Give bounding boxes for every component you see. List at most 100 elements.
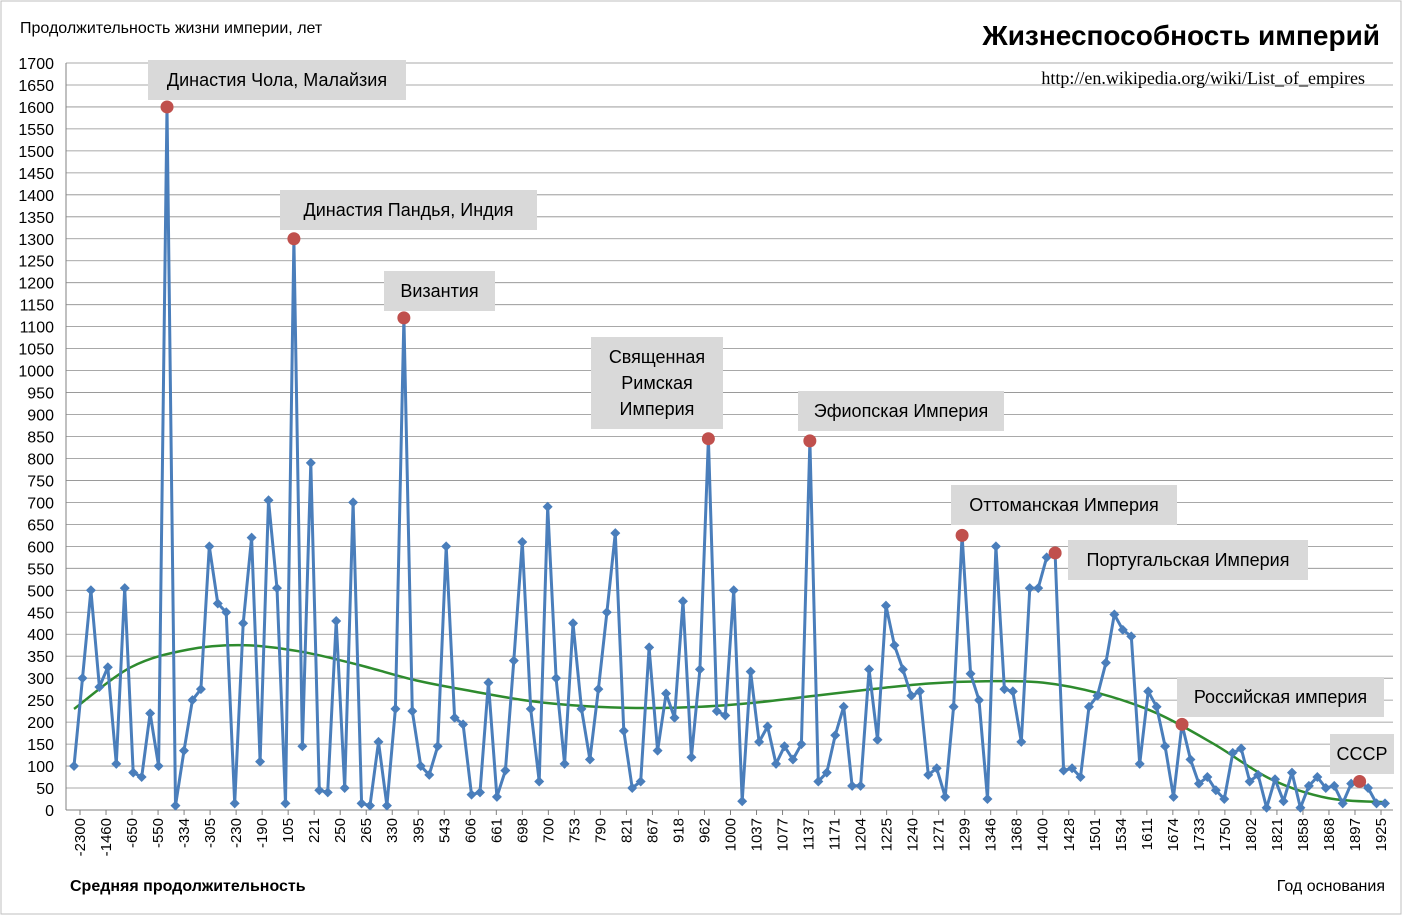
data-point (1117, 624, 1128, 635)
x-tick-label: 1204 (853, 818, 870, 851)
data-point (508, 655, 519, 666)
data-point (1244, 776, 1255, 787)
y-tick-label: 900 (27, 408, 54, 425)
x-axis-label: Год основания (1277, 878, 1385, 895)
annotation-label: Римская (621, 373, 692, 393)
data-point (872, 734, 883, 745)
highlight-point (955, 528, 969, 542)
highlight-point (397, 311, 411, 325)
data-point (906, 690, 917, 701)
y-tick-label: 500 (27, 583, 54, 600)
x-tick-label: 867 (644, 818, 661, 843)
series-line (72, 105, 1385, 810)
y-tick-label: 950 (27, 386, 54, 403)
y-tick-label: 1000 (18, 364, 54, 381)
annotation-box (280, 190, 537, 230)
data-point (305, 457, 316, 468)
data-point (178, 745, 189, 756)
data-point (111, 758, 122, 769)
annotation-label: Империя (620, 399, 695, 419)
data-point (500, 765, 511, 776)
data-point (1024, 583, 1035, 594)
y-tick-label: 150 (27, 737, 54, 754)
data-point (711, 706, 722, 717)
annotations-group: Династия Чола, Малайзия Династия Пандья, … (148, 60, 1394, 788)
data-point (1320, 783, 1331, 794)
data-point (153, 761, 164, 772)
data-point (204, 541, 215, 552)
data-point (779, 741, 790, 752)
data-point (322, 787, 333, 798)
data-point (990, 541, 1001, 552)
data-point (432, 741, 443, 752)
data-point (931, 763, 942, 774)
highlight-point (1048, 546, 1062, 560)
data-point (1286, 767, 1297, 778)
highlight-point (160, 100, 174, 114)
data-point (1007, 686, 1018, 697)
x-tick-label: -190 (254, 818, 271, 848)
data-point (686, 752, 697, 763)
y-tick-label: 650 (27, 517, 54, 534)
data-point (314, 785, 325, 796)
trend-label: Средняя продолжительность (70, 878, 306, 895)
data-point (923, 769, 934, 780)
x-tick-label: 1802 (1243, 818, 1260, 851)
data-point (669, 712, 680, 723)
x-tick-label: 265 (358, 818, 375, 843)
y-tick-label: 1600 (18, 100, 54, 117)
y-tick-label: 50 (36, 781, 54, 798)
data-point (864, 664, 875, 675)
x-tick-label: 1077 (775, 818, 792, 851)
data-point (212, 598, 223, 609)
data-point (525, 703, 536, 714)
data-point (737, 796, 748, 807)
y-tick-label: 600 (27, 539, 54, 556)
data-point (102, 662, 113, 673)
data-point (1261, 802, 1272, 813)
data-point (847, 780, 858, 791)
data-point (551, 673, 562, 684)
x-tick-label: 1299 (957, 818, 974, 851)
data-point (297, 741, 308, 752)
y-tick-label: 800 (27, 451, 54, 468)
y-tick-label: 1650 (18, 78, 54, 95)
series-group (69, 101, 1390, 813)
y-tick-label: 1150 (20, 298, 55, 315)
data-point (483, 677, 494, 688)
x-tick-label: 1368 (1009, 818, 1026, 851)
data-point (221, 607, 232, 618)
x-tick-label: 1037 (749, 818, 766, 851)
x-tick-label: 1240 (905, 818, 922, 851)
x-tick-label: 1000 (723, 818, 740, 851)
data-point (195, 684, 206, 695)
y-tick-label: 1400 (18, 188, 54, 205)
data-point (424, 769, 435, 780)
data-point (1270, 774, 1281, 785)
x-tick-label: 1137 (801, 818, 818, 850)
data-point (1075, 772, 1086, 783)
data-point (69, 761, 79, 772)
y-tick-label: 1200 (18, 276, 54, 293)
data-point (1202, 772, 1213, 783)
x-tick-label: 606 (462, 818, 479, 843)
x-tick-label: -334 (176, 818, 193, 848)
data-point (441, 541, 452, 552)
x-tick-label: 250 (332, 818, 349, 843)
x-tick-label: 821 (618, 818, 635, 843)
y-tick-label: 1300 (18, 232, 54, 249)
x-tick-label: -305 (202, 818, 219, 848)
data-point (1371, 798, 1382, 809)
data-point (914, 686, 925, 697)
data-point (771, 758, 782, 769)
data-point (677, 596, 688, 607)
data-point (1126, 631, 1137, 642)
x-tick-label: 962 (696, 818, 713, 843)
highlight-point (701, 432, 715, 446)
data-point (728, 585, 739, 596)
data-point (348, 497, 359, 508)
x-tick-label: 1821 (1269, 818, 1286, 851)
annotation-label: Оттоманская Империя (969, 495, 1159, 515)
